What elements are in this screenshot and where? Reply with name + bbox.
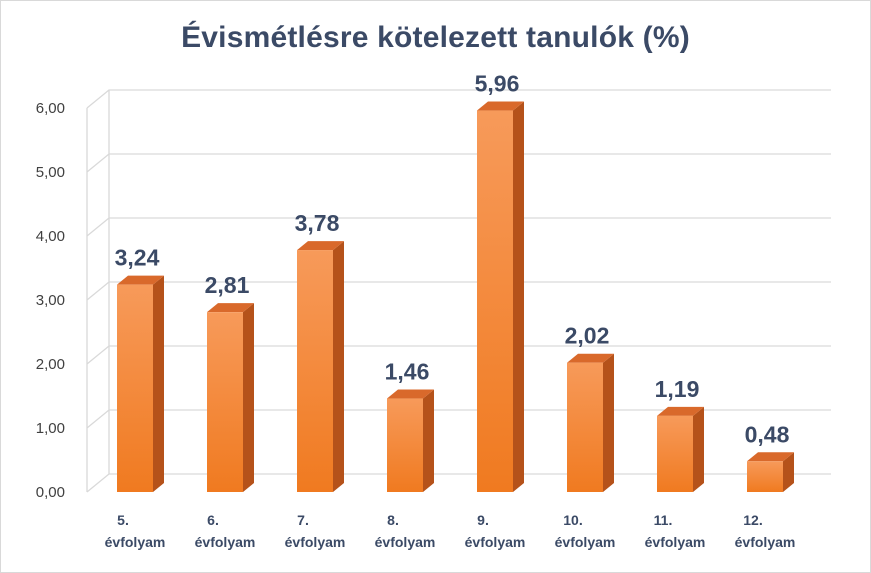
x-tick-label: 10. évfolyam bbox=[555, 512, 616, 550]
bar-top bbox=[117, 275, 164, 285]
x-tick-label-line: évfolyam bbox=[375, 534, 436, 550]
bar bbox=[297, 241, 344, 492]
x-tick-label-line: évfolyam bbox=[465, 534, 526, 550]
bar bbox=[207, 303, 254, 492]
bar-side bbox=[153, 275, 164, 492]
gridline bbox=[86, 281, 831, 301]
bar-side bbox=[693, 406, 704, 492]
data-label: 2,02 bbox=[565, 323, 610, 349]
bar-front bbox=[297, 250, 333, 492]
bar-front bbox=[207, 312, 243, 492]
bar-side bbox=[333, 241, 344, 492]
bar-front bbox=[477, 110, 513, 492]
bar-front bbox=[657, 415, 693, 492]
bar-side bbox=[423, 389, 434, 492]
x-tick-label: 6. évfolyam bbox=[195, 512, 256, 550]
data-label: 1,19 bbox=[655, 376, 700, 402]
data-label: 5,96 bbox=[475, 71, 520, 97]
bar bbox=[747, 452, 794, 492]
x-tick-label-line: 9. bbox=[477, 512, 489, 528]
x-tick-label-line: évfolyam bbox=[645, 534, 706, 550]
gridline bbox=[86, 345, 831, 365]
x-tick-label-line: 7. bbox=[297, 512, 309, 528]
y-tick-label: 4,00 bbox=[36, 228, 65, 245]
bar-top bbox=[207, 303, 254, 313]
bar-top bbox=[747, 452, 794, 462]
bar-side bbox=[603, 353, 614, 492]
y-tick-label: 6,00 bbox=[36, 100, 65, 117]
y-tick-label: 5,00 bbox=[36, 164, 65, 181]
gridline bbox=[86, 473, 831, 493]
x-tick-label-line: évfolyam bbox=[555, 534, 616, 550]
x-tick-label: 5. évfolyam bbox=[105, 512, 166, 550]
gridline bbox=[86, 153, 831, 173]
bar bbox=[117, 275, 164, 492]
bar-top bbox=[567, 353, 614, 363]
x-tick-label-line: 10. bbox=[563, 512, 582, 528]
bar-top bbox=[297, 241, 344, 251]
x-tick-label-line: évfolyam bbox=[105, 534, 166, 550]
data-label: 2,81 bbox=[205, 272, 250, 298]
x-tick-label: 12. évfolyam bbox=[735, 512, 796, 550]
bar-front bbox=[387, 398, 423, 492]
gridline bbox=[86, 89, 831, 109]
y-tick-label: 3,00 bbox=[36, 292, 65, 309]
bar-front bbox=[117, 284, 153, 492]
data-label: 3,24 bbox=[115, 245, 160, 271]
x-tick-label: 11. évfolyam bbox=[645, 512, 706, 550]
data-label: 1,46 bbox=[385, 359, 430, 385]
x-tick-label-line: 8. bbox=[387, 512, 399, 528]
bar-side bbox=[783, 452, 794, 492]
bar bbox=[567, 353, 614, 492]
y-tick-label: 1,00 bbox=[36, 420, 65, 437]
x-tick-label-line: 12. bbox=[743, 512, 762, 528]
bar-top bbox=[387, 389, 434, 399]
data-label: 3,78 bbox=[295, 210, 340, 236]
x-tick-label-line: 6. bbox=[207, 512, 219, 528]
data-labels: 3,24 2,81 3,78 1,46 5,96 2,02 1,19 0,48 bbox=[115, 71, 790, 448]
x-tick-label-line: évfolyam bbox=[195, 534, 256, 550]
bar bbox=[477, 101, 524, 492]
gridline bbox=[86, 409, 831, 429]
chart-title: Évismétlésre kötelezett tanulók (%) bbox=[181, 21, 690, 54]
bars bbox=[117, 101, 794, 492]
y-tick-label: 2,00 bbox=[36, 356, 65, 373]
x-tick-label: 9. évfolyam bbox=[465, 512, 526, 550]
bar-side bbox=[243, 303, 254, 492]
x-tick-label-line: évfolyam bbox=[285, 534, 346, 550]
y-tick-label: 0,00 bbox=[36, 484, 65, 501]
gridline bbox=[86, 217, 831, 237]
x-tick-label: 7. évfolyam bbox=[285, 512, 346, 550]
bar-side bbox=[513, 101, 524, 492]
x-tick-label-line: 11. bbox=[654, 512, 673, 528]
x-tick-label-line: évfolyam bbox=[735, 534, 796, 550]
bar-front bbox=[567, 362, 603, 492]
x-axis: 5. évfolyam 6. évfolyam 7. évfolyam 8. évfolyam… bbox=[105, 512, 796, 550]
x-tick-label: 8. évfolyam bbox=[375, 512, 436, 550]
bar-top bbox=[477, 101, 524, 111]
bar bbox=[657, 406, 704, 492]
bar bbox=[387, 389, 434, 492]
bar-top bbox=[657, 406, 704, 416]
gridlines bbox=[86, 89, 831, 493]
data-label: 0,48 bbox=[745, 421, 790, 447]
y-axis: 0,00 1,00 2,00 3,00 4,00 5,00 6,00 bbox=[36, 90, 110, 501]
bar-front bbox=[747, 461, 783, 492]
x-tick-label-line: 5. bbox=[117, 512, 129, 528]
